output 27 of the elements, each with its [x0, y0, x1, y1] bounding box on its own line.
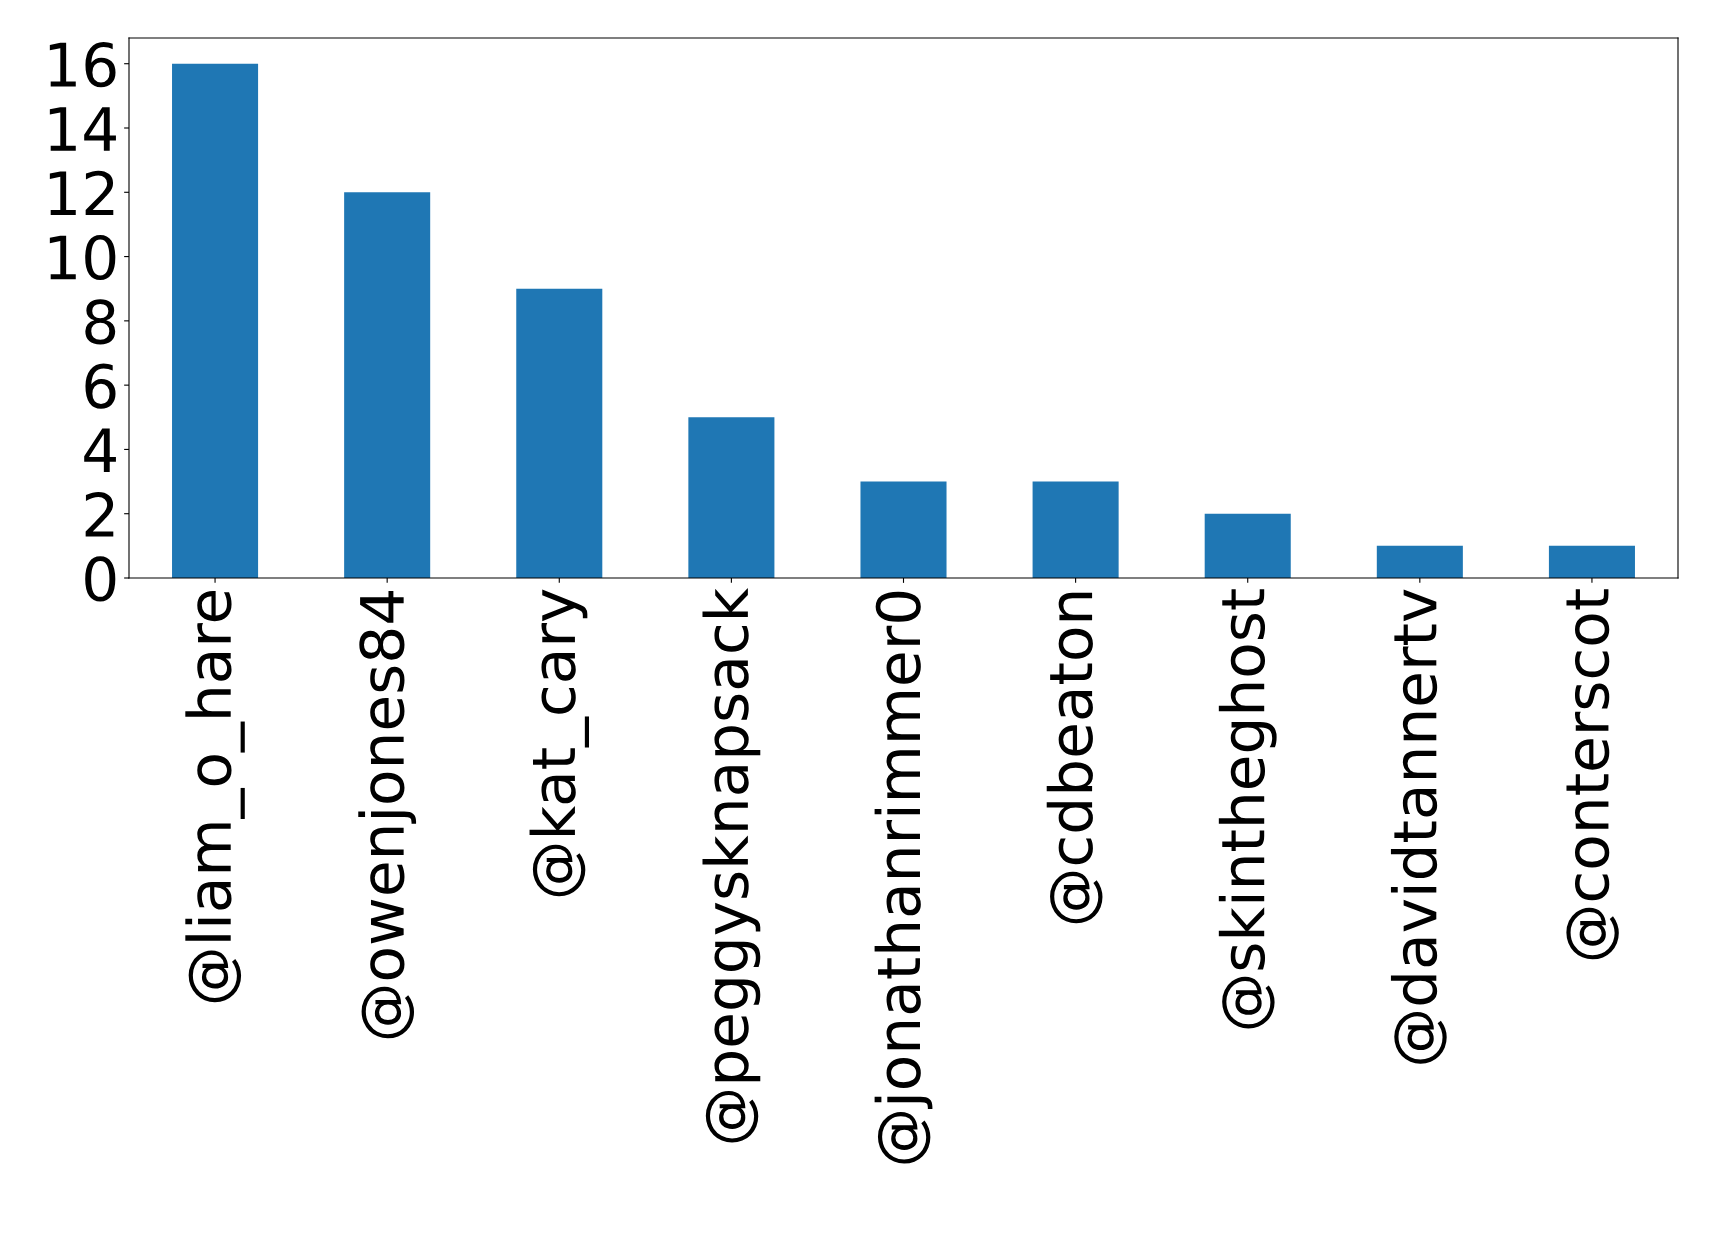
- x-tick-label: @liam_o_hare: [185, 590, 245, 1003]
- bar: [688, 417, 775, 578]
- x-tick-label: @conterscot: [1566, 589, 1619, 960]
- x-tick-label: @cdbeaton: [1046, 592, 1103, 924]
- bar: [1204, 513, 1291, 578]
- y-tick-label: 16: [49, 42, 116, 88]
- y-tick-label: 6: [85, 363, 116, 409]
- y-tick-label: 4: [84, 428, 116, 473]
- bar: [172, 63, 259, 578]
- bar: [1376, 545, 1463, 578]
- y-tick-label: 10: [49, 234, 116, 281]
- x-tick-label: @skintheghost: [1218, 589, 1277, 1029]
- bar: [1548, 545, 1635, 578]
- y-tick-label: 8: [85, 299, 116, 345]
- x-tick-label: @kat_cary: [529, 589, 590, 897]
- y-tick-label: 14: [49, 107, 116, 151]
- bar: [516, 288, 603, 578]
- bar: [1032, 481, 1119, 578]
- bar: [344, 192, 431, 578]
- x-tick-label: @jonathanrimmer0: [874, 591, 933, 1164]
- x-tick-label: @owenjones84: [358, 591, 417, 1039]
- x-tick-label: @peggysknapsack: [702, 587, 761, 1143]
- bar: [860, 481, 947, 578]
- y-tick-label: 0: [85, 556, 116, 602]
- x-tick-label: @davidtannertv: [1390, 589, 1447, 1064]
- y-tick-label: 2: [85, 492, 114, 537]
- y-tick-label: 12: [49, 170, 114, 215]
